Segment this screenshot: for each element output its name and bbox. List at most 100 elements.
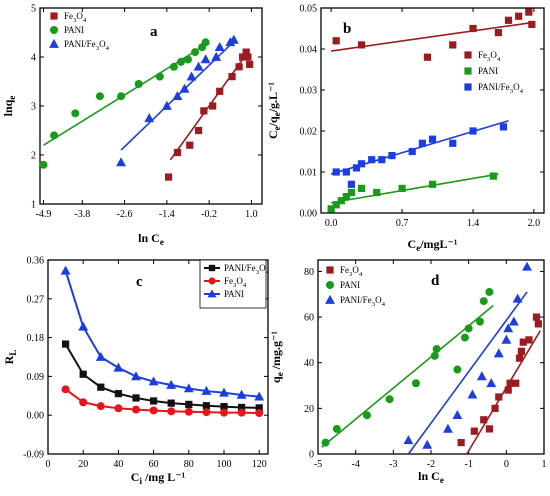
panel-b-data-point xyxy=(342,168,350,176)
panel-d-ytick-label: 40 xyxy=(304,358,314,369)
panel-c-data-point xyxy=(202,408,211,417)
panel-d-data-point xyxy=(480,416,488,424)
panel-c-ytick-label: 0.18 xyxy=(27,333,45,344)
panel-d-data-point xyxy=(362,411,371,420)
panel-d-ytick-label: 80 xyxy=(304,267,314,278)
panel-b-xlabel: Ce/mgL⁻¹ xyxy=(408,237,458,253)
panel-a-data-point xyxy=(179,83,190,93)
panel-b-legend-marker xyxy=(464,67,472,75)
panel-d-letter: d xyxy=(431,273,440,289)
panel-d-data-point xyxy=(479,297,488,306)
panel-d-data-point xyxy=(460,333,469,342)
panel-a-xtick-label: -2.6 xyxy=(117,209,133,220)
panel-a-data-point xyxy=(186,71,197,81)
panel-b-xtick-label: 1.4 xyxy=(467,218,480,229)
panel-a-ytick-label: 3 xyxy=(31,102,36,113)
panel-d-data-point xyxy=(486,378,497,388)
panel-d-data-point xyxy=(503,323,514,333)
panel-d-xtick-label: 1 xyxy=(542,459,547,470)
panel-c-data-point xyxy=(255,409,264,418)
panel-d-data-point xyxy=(411,379,420,388)
panel-a-data-point xyxy=(155,72,164,81)
panel-a-legend-label: PANI xyxy=(64,25,84,35)
panel-b-frame xyxy=(320,7,545,214)
panel-c-ytick-label: 0.09 xyxy=(27,372,45,383)
panel-d-data-point xyxy=(501,334,512,344)
panel-c-data-point xyxy=(236,389,247,399)
panel-c-xlabel: Ci /mg L⁻¹ xyxy=(131,470,186,486)
panel-c-data-point xyxy=(183,383,194,393)
panel-c-legend-marker xyxy=(208,264,216,272)
panel-c-ylabel: RL xyxy=(2,350,18,365)
panel-a-data-point xyxy=(209,102,217,110)
panel-c-data-point xyxy=(132,394,140,402)
panel-d-xtick-label: -3 xyxy=(389,459,397,470)
panel-a-data-point xyxy=(95,92,104,101)
panel-a-data-point xyxy=(117,92,126,101)
panel-a-data-point xyxy=(216,87,224,95)
panel-a-data-point xyxy=(228,73,236,81)
panel-b-data-point xyxy=(515,12,523,20)
panel-a-xlabel: ln Ce xyxy=(138,231,164,247)
panel-a-legend-marker xyxy=(49,38,59,48)
panel-b-data-point xyxy=(337,197,345,205)
panel-b-data-point xyxy=(347,180,356,188)
panel-d-ylabel: qe /mg.g⁻¹ xyxy=(269,331,285,383)
panel-a-data-point xyxy=(242,48,250,56)
panel-b-data-point xyxy=(368,156,376,164)
panel-d-legend-label: PANI xyxy=(340,280,360,290)
panel-b-data-point xyxy=(357,41,366,49)
panel-c-legend-label: PANI/Fe3O4 xyxy=(224,263,270,276)
panel-d-ytick-label: 0 xyxy=(309,450,314,461)
panel-a-data-point xyxy=(186,141,194,149)
panel-c-ytick-label: -0.09 xyxy=(23,450,44,461)
panel-b-data-point xyxy=(428,180,437,188)
panel-a-data-point xyxy=(161,100,172,110)
panel-d-data-point xyxy=(517,347,525,355)
panel-c-ytick-label: 0.36 xyxy=(27,256,45,267)
panel-b-data-point xyxy=(347,188,356,197)
panel-d-data-point xyxy=(403,435,414,445)
panel-c-data-point xyxy=(114,404,123,413)
panel-b-xtick-label: 2.0 xyxy=(528,218,541,229)
panel-b-legend-label: PANI/Fe3O4 xyxy=(478,82,524,95)
panel-a-data-point xyxy=(116,157,126,167)
panel-a-legend-marker xyxy=(50,26,58,34)
panel-b-data-point xyxy=(469,24,477,33)
panel-b-data-point xyxy=(398,184,406,192)
panel-a-data-point xyxy=(191,48,200,57)
panel-c-xtick-label: 60 xyxy=(149,459,159,470)
panel-a-ylabel: lnqe xyxy=(1,96,17,117)
panel-d-legend-marker xyxy=(325,294,335,304)
panel-a-data-point xyxy=(184,55,192,64)
panel-b-data-point xyxy=(449,139,457,147)
panel-b-data-point xyxy=(418,139,426,147)
panel-a-letter: a xyxy=(150,24,158,40)
panel-a-data-point xyxy=(194,126,203,135)
panel-d-xtick-label: -4 xyxy=(351,459,359,470)
panel-b-data-point xyxy=(504,16,513,24)
panel-a-data-point xyxy=(239,53,247,61)
panel-d-data-point xyxy=(532,313,541,321)
panel-a-data-point xyxy=(134,79,143,88)
panel-a-data-point xyxy=(50,131,59,140)
panel-c-data-point xyxy=(78,321,89,331)
panel-c-xtick-label: 120 xyxy=(252,459,267,470)
panel-d-data-point xyxy=(321,438,330,447)
panel-a-data-point xyxy=(246,60,254,68)
panel-c-legend-label: PANI xyxy=(224,289,244,299)
panel-d-data-point xyxy=(491,404,499,412)
panel-b-data-point xyxy=(428,135,437,143)
panel-d-xlabel: ln Ce xyxy=(418,469,444,485)
panel-a-data-point xyxy=(200,107,208,115)
panel-b-legend-marker xyxy=(464,83,472,91)
panel-b-legend-label: Fe3O4 xyxy=(478,50,501,63)
panel-c-data-point xyxy=(113,362,124,372)
panel-a-data-point xyxy=(165,173,173,181)
panel-c-xtick-label: 100 xyxy=(217,459,232,470)
panel-d-data-point xyxy=(452,410,463,420)
panel-c-data-point xyxy=(220,402,228,411)
panel-a-xtick-label: -4.9 xyxy=(36,209,52,220)
panel-d-data-point xyxy=(432,345,441,354)
